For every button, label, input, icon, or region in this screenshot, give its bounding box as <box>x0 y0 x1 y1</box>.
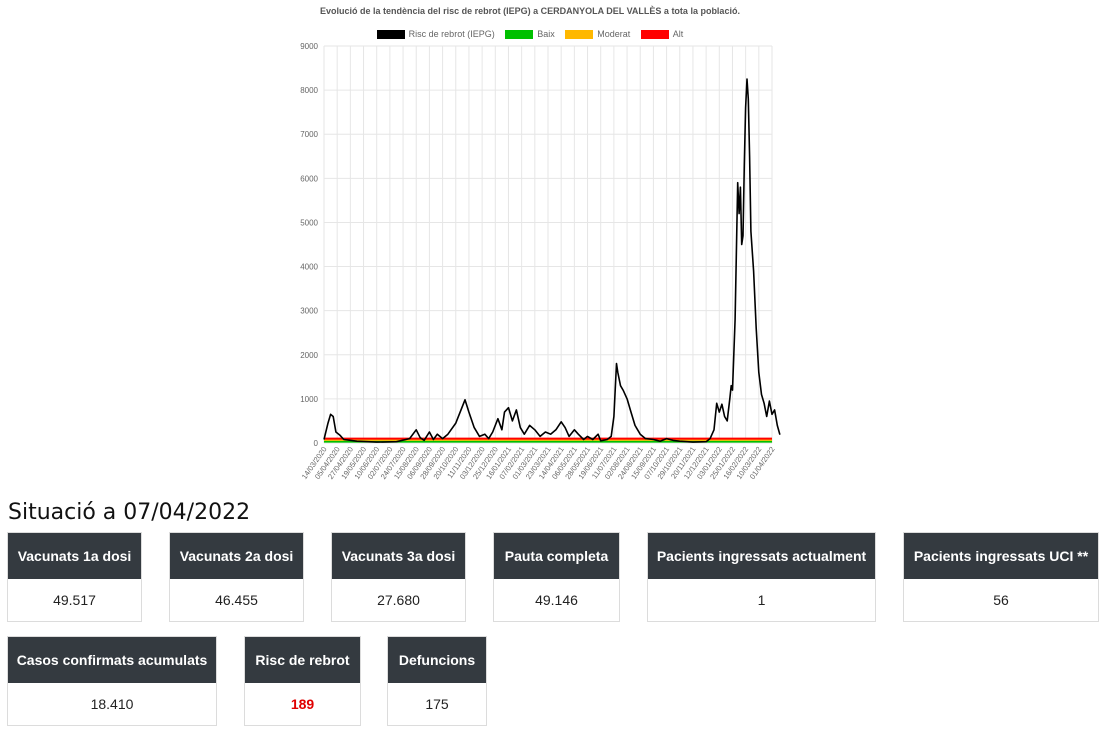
card-header: Pacients ingressats actualment <box>648 533 875 579</box>
card-header: Vacunats 3a dosi <box>332 533 465 579</box>
card-vacunats-1a-dosi: Vacunats 1a dosi 49.517 <box>7 532 142 622</box>
card-value: 1 <box>757 592 766 608</box>
series-line-iepg <box>323 78 781 443</box>
y-tick-label: 9000 <box>300 42 318 51</box>
card-casos-confirmats: Casos confirmats acumulats 18.410 <box>7 636 217 726</box>
card-value: 175 <box>425 696 449 712</box>
card-header: Risc de rebrot <box>245 637 360 683</box>
y-tick-label: 8000 <box>300 86 318 95</box>
y-tick-label: 4000 <box>300 263 318 272</box>
card-value: 18.410 <box>90 696 134 712</box>
card-value: 49.517 <box>53 592 96 608</box>
card-header: Pauta completa <box>494 533 619 579</box>
card-vacunats-2a-dosi: Vacunats 2a dosi 46.455 <box>169 532 304 622</box>
legend-item-baix[interactable]: Baix <box>505 29 555 39</box>
card-header: Pacients ingressats UCI ** <box>904 533 1098 579</box>
legend-label-iepg: Risc de rebrot (IEPG) <box>408 28 495 39</box>
legend-item-alt[interactable]: Alt <box>640 28 684 39</box>
y-tick-label: 7000 <box>300 130 318 139</box>
card-value: 56 <box>993 592 1009 608</box>
legend-swatch-baix <box>505 29 534 39</box>
legend-label-moderat: Moderat <box>597 28 631 39</box>
y-tick-label: 3000 <box>300 307 318 316</box>
y-tick-label: 1000 <box>300 395 318 404</box>
card-header: Vacunats 1a dosi <box>8 533 141 579</box>
y-tick-label: 2000 <box>300 351 318 360</box>
card-header: Defuncions <box>388 637 486 683</box>
chart-legend: Risc de rebrot (IEPG) Baix Moderat Alt <box>260 28 800 39</box>
card-defuncions: Defuncions 175 <box>387 636 487 726</box>
y-tick-label: 6000 <box>300 174 318 183</box>
chart-title: Evolució de la tendència del risc de reb… <box>320 6 740 16</box>
legend-label-alt: Alt <box>672 28 684 39</box>
card-pacients-uci: Pacients ingressats UCI ** 56 <box>903 532 1099 622</box>
card-pacients-ingressats: Pacients ingressats actualment 1 <box>647 532 876 622</box>
y-tick-label: 0 <box>314 439 319 448</box>
situation-title: Situació a 07/04/2022 <box>8 500 251 525</box>
card-pauta-completa: Pauta completa 49.146 <box>493 532 620 622</box>
legend-item-iepg[interactable]: Risc de rebrot (IEPG) <box>376 28 495 39</box>
card-value: 189 <box>290 696 315 712</box>
chart-svg: 010002000300040005000600070008000900014/… <box>300 42 781 481</box>
card-header: Casos confirmats acumulats <box>8 637 216 683</box>
card-header: Vacunats 2a dosi <box>170 533 303 579</box>
legend-swatch-moderat <box>565 29 594 39</box>
legend-swatch-alt <box>640 29 669 39</box>
card-vacunats-3a-dosi: Vacunats 3a dosi 27.680 <box>331 532 466 622</box>
chart-container: 0 1000 2000 3000 4000 5000 6000 7000 8000 9000 14/… <box>260 0 800 500</box>
legend-swatch-iepg <box>376 29 405 39</box>
card-risc-rebrot: Risc de rebrot 189 <box>244 636 361 726</box>
legend-item-moderat[interactable]: Moderat <box>565 29 630 39</box>
y-tick-label: 5000 <box>300 218 318 227</box>
legend-label-baix: Baix <box>537 28 555 39</box>
card-value: 27.680 <box>377 592 420 608</box>
card-value: 49.146 <box>535 592 578 608</box>
card-value: 46.455 <box>215 592 258 608</box>
